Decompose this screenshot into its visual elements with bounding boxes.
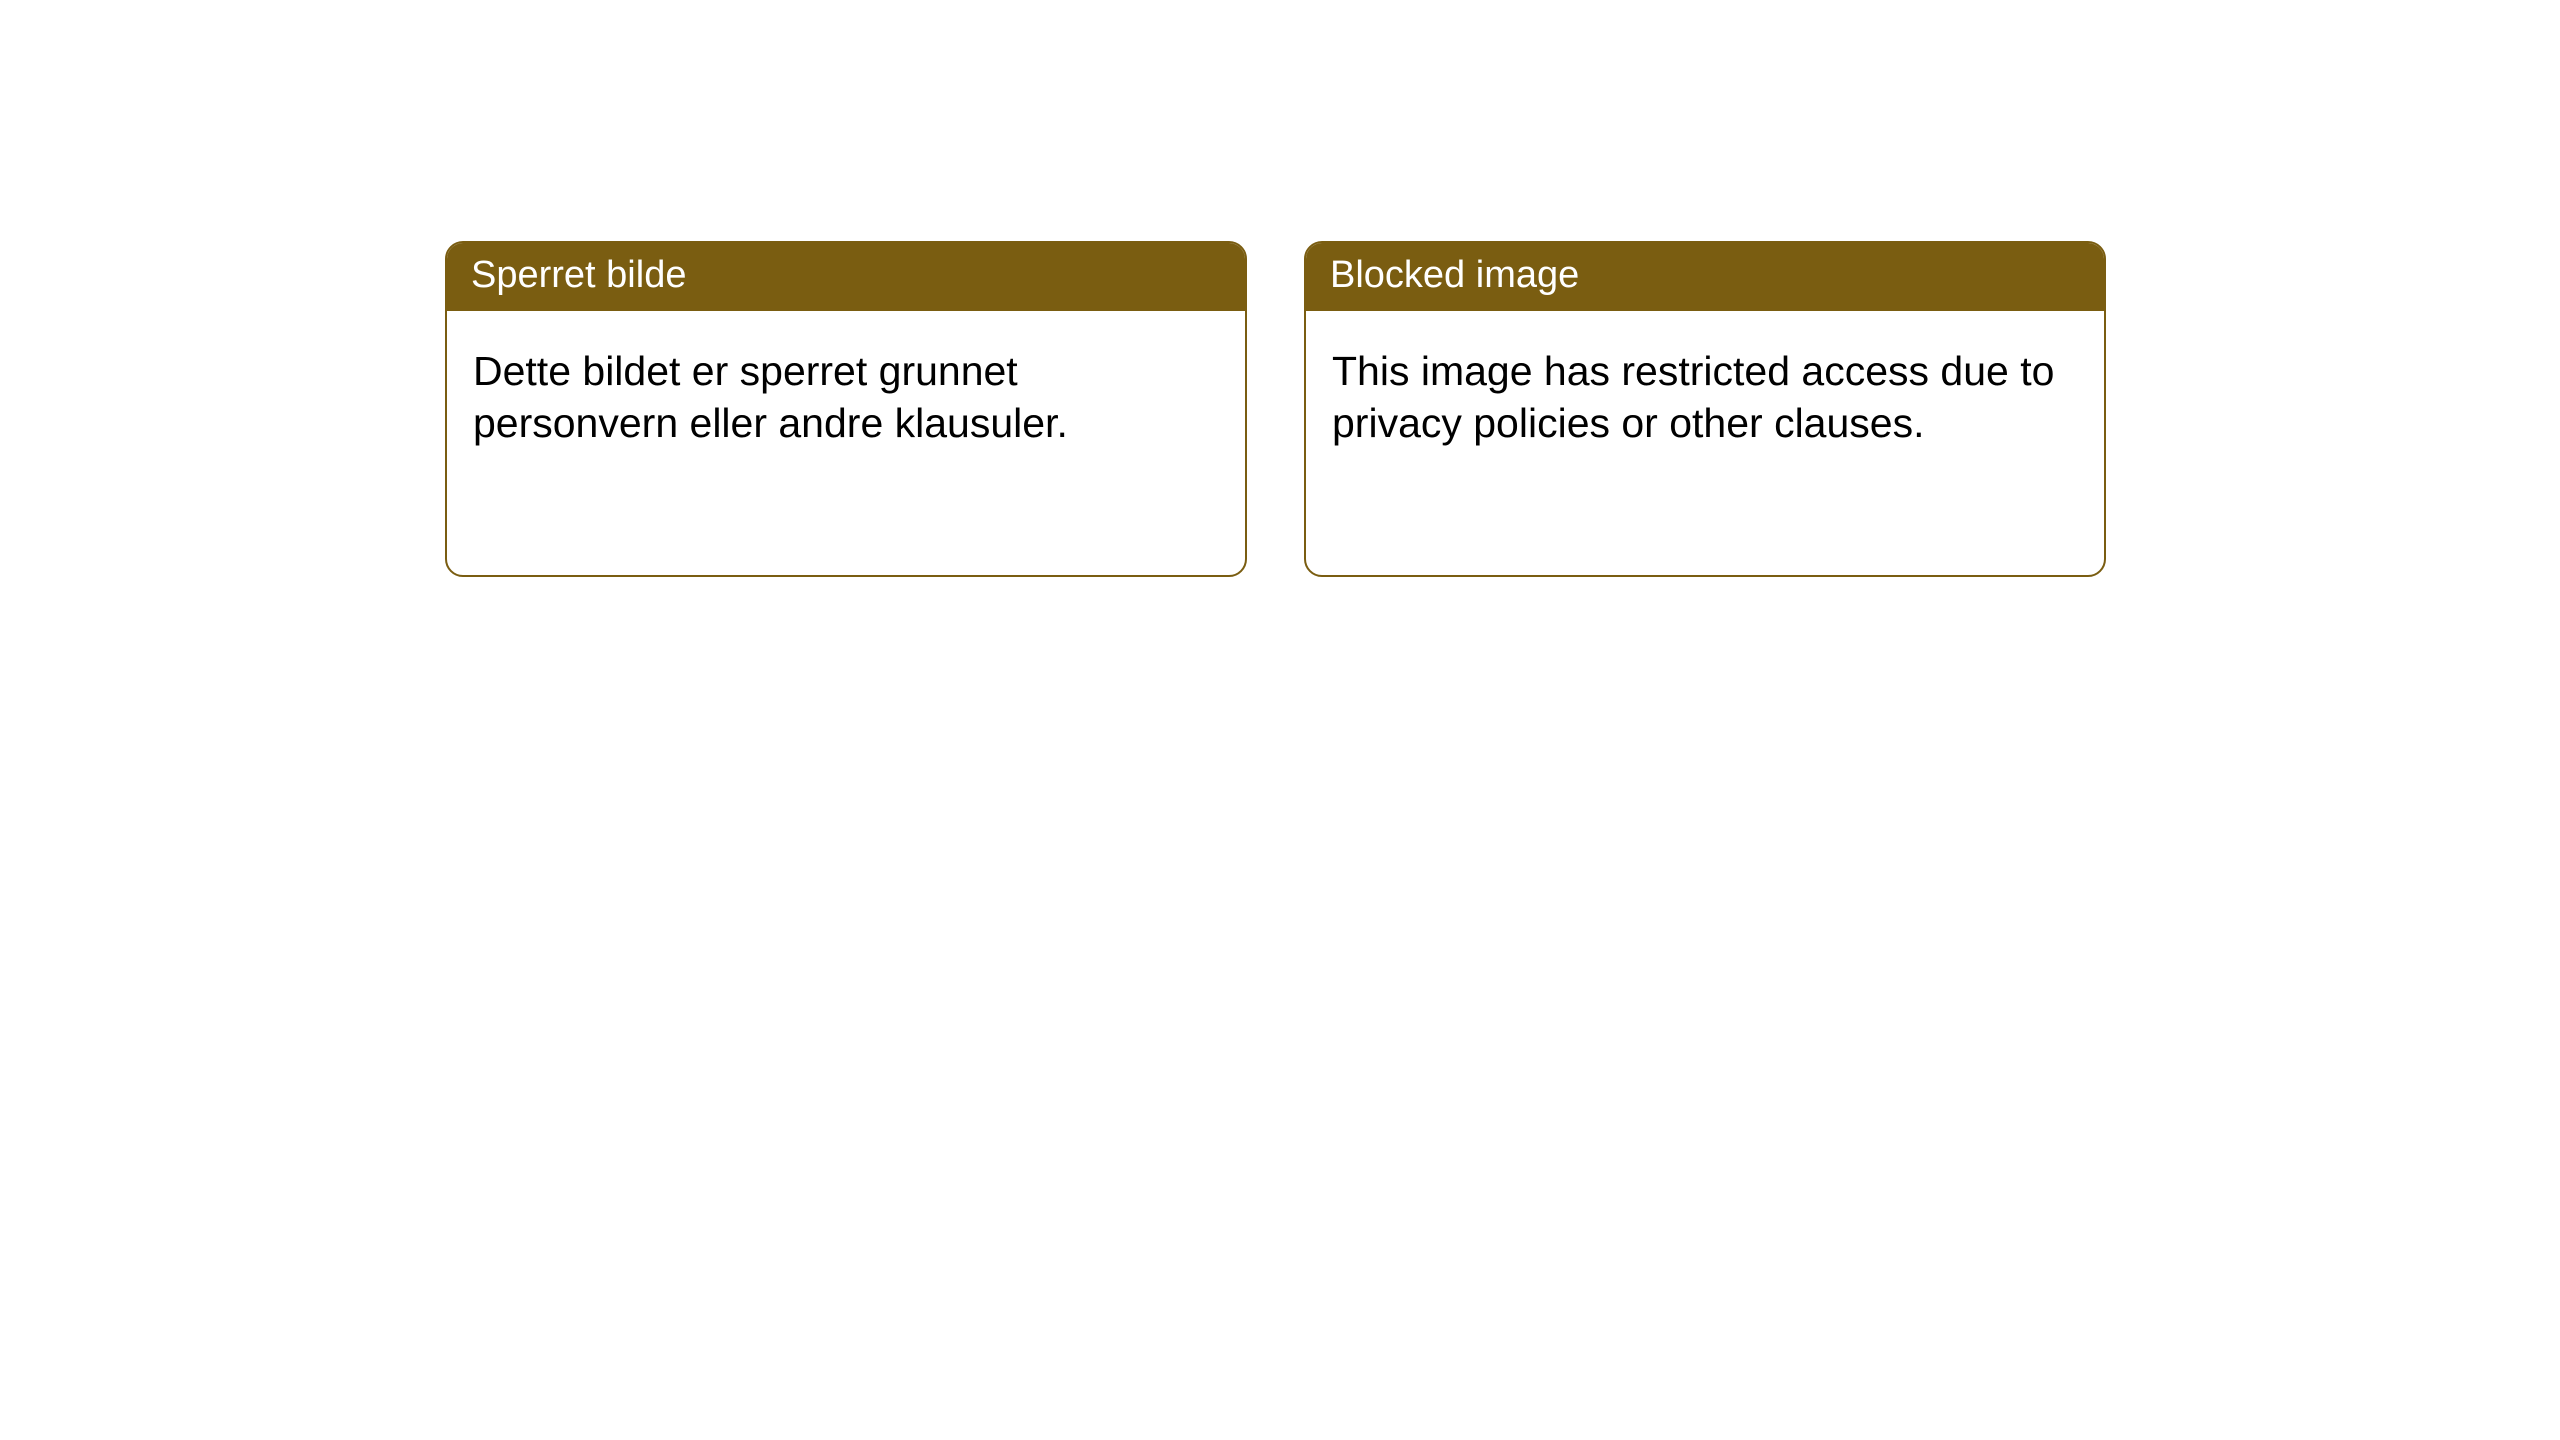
- notice-message: This image has restricted access due to …: [1332, 348, 2054, 446]
- notice-message: Dette bildet er sperret grunnet personve…: [473, 348, 1068, 446]
- notice-title: Sperret bilde: [471, 254, 686, 296]
- notice-header: Blocked image: [1306, 243, 2104, 311]
- notice-container: Sperret bilde Dette bildet er sperret gr…: [0, 0, 2560, 577]
- notice-title: Blocked image: [1330, 254, 1579, 296]
- notice-body: This image has restricted access due to …: [1306, 311, 2104, 484]
- notice-card-english: Blocked image This image has restricted …: [1304, 241, 2106, 577]
- notice-card-norwegian: Sperret bilde Dette bildet er sperret gr…: [445, 241, 1247, 577]
- notice-header: Sperret bilde: [447, 243, 1245, 311]
- notice-body: Dette bildet er sperret grunnet personve…: [447, 311, 1245, 484]
